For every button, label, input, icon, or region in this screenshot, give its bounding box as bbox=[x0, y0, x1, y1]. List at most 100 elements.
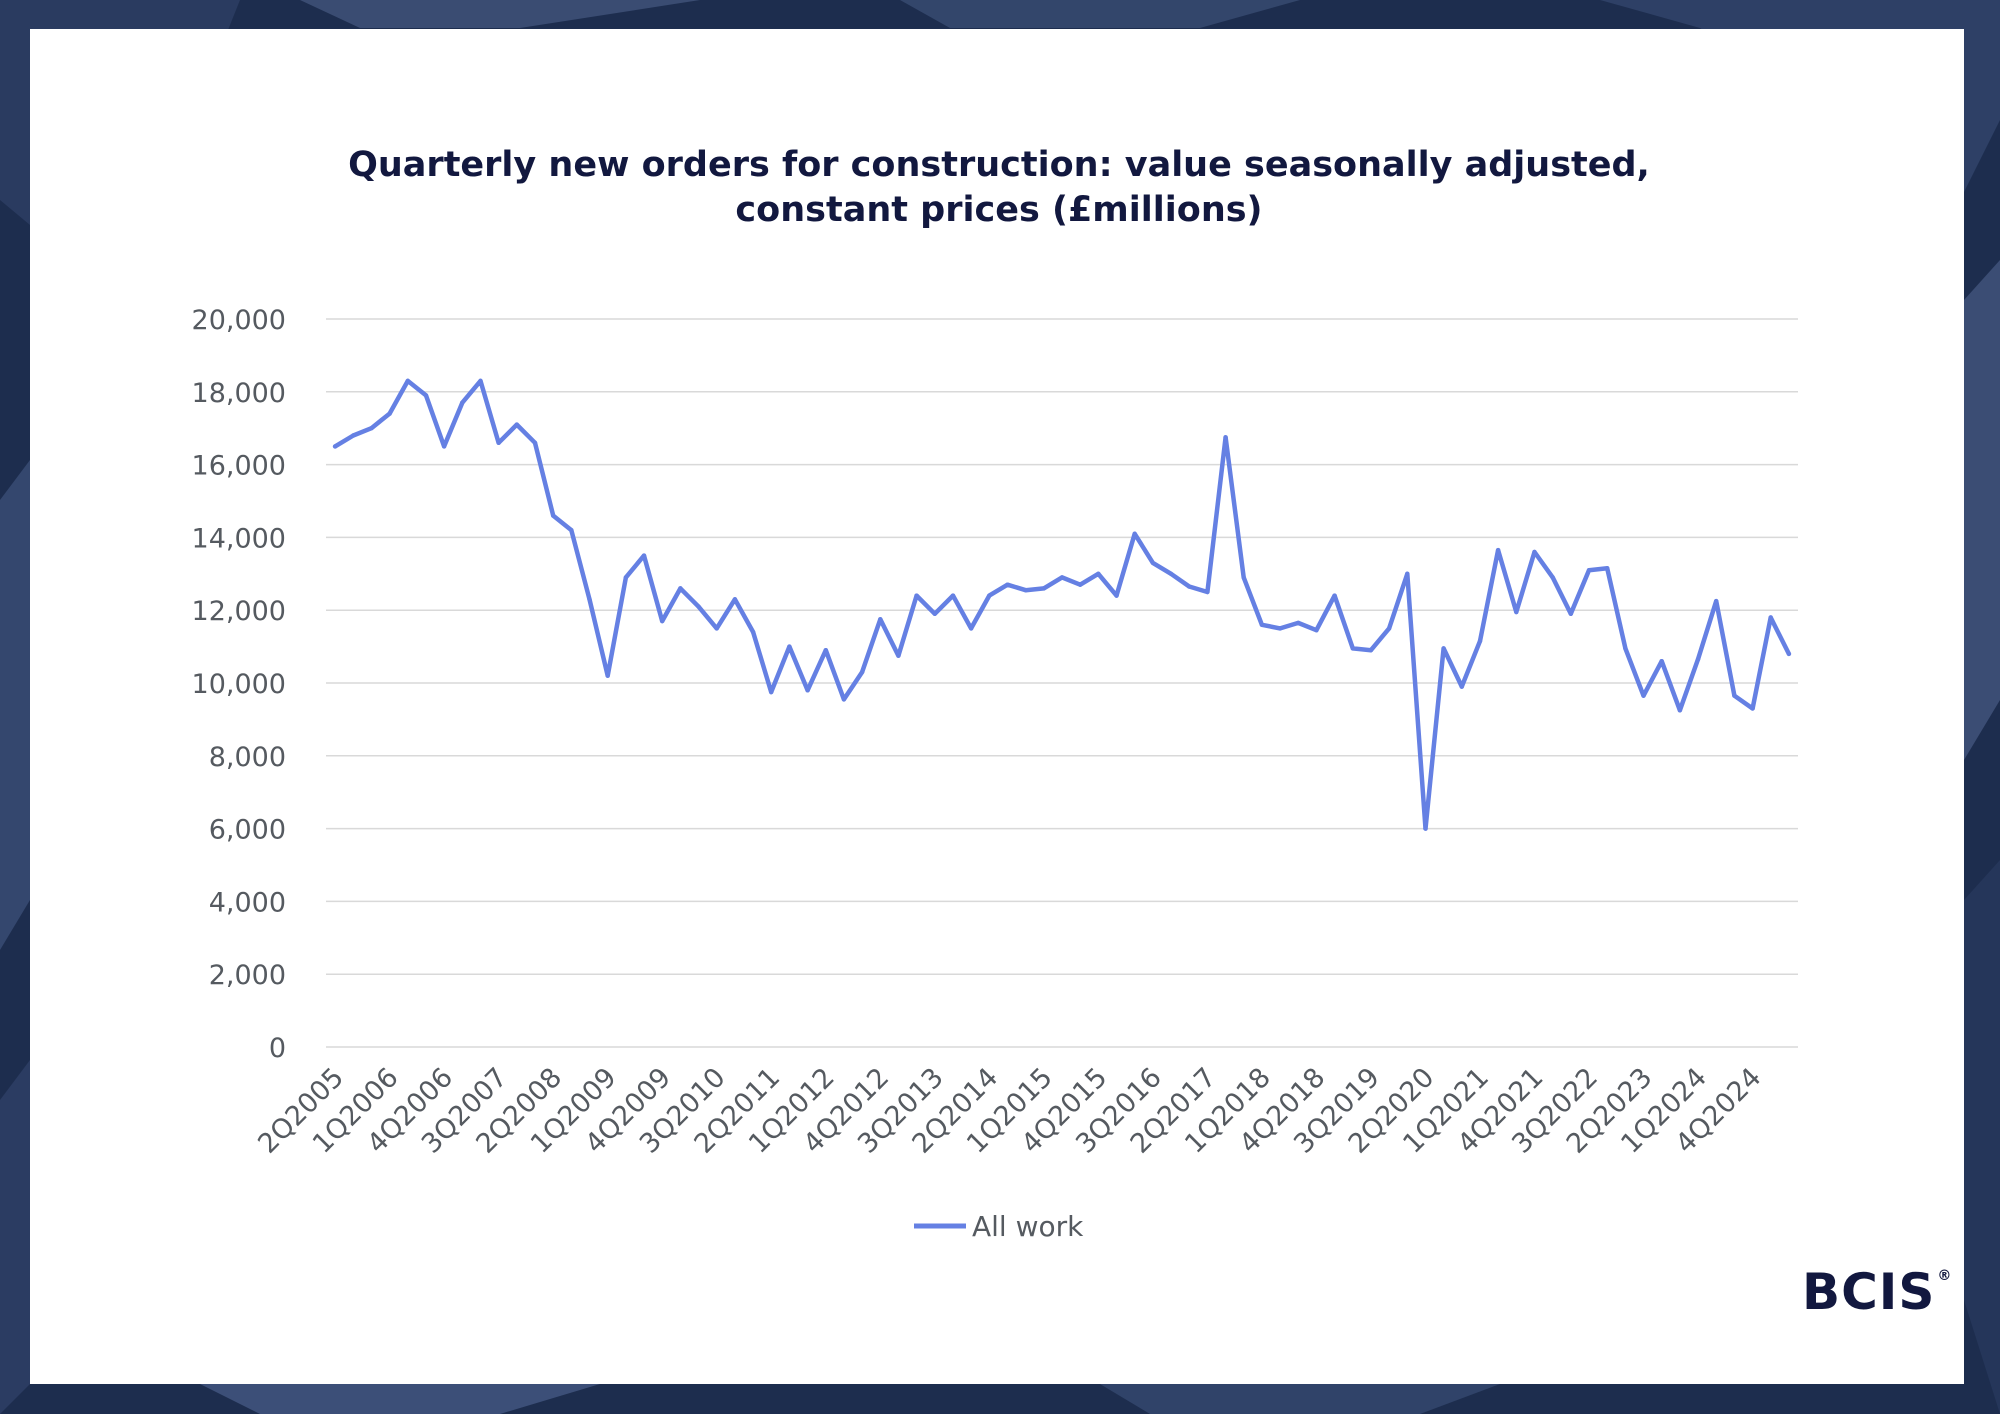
data-point-2Q2018 bbox=[1277, 626, 1283, 631]
y-axis-tick-labels: 0 2,000 4,000 6,000 8,000 10,000 12,000 14,000 1… bbox=[192, 305, 286, 1064]
data-point-2Q2017 bbox=[1205, 589, 1210, 595]
data-point-4Q2013 bbox=[950, 593, 956, 598]
y-tick-label: 2,000 bbox=[209, 960, 286, 991]
data-point-3Q2011 bbox=[787, 644, 792, 649]
data-point-2Q2023 bbox=[1641, 693, 1646, 698]
legend: All work bbox=[914, 1210, 1084, 1243]
data-point-4Q2007 bbox=[514, 422, 520, 427]
chart-title-line-1: Quarterly new orders for construction: v… bbox=[348, 145, 1650, 185]
data-point-2Q2006 bbox=[405, 378, 410, 384]
data-point-4Q2019 bbox=[1386, 626, 1392, 631]
data-point-2Q2021 bbox=[1495, 547, 1501, 553]
data-point-4Q2014 bbox=[1023, 587, 1028, 593]
data-point-3Q2022 bbox=[1586, 567, 1592, 573]
data-point-3Q2013 bbox=[932, 611, 937, 617]
data-point-4Q2012 bbox=[878, 617, 883, 622]
data-point-1Q2007 bbox=[460, 400, 465, 405]
data-point-3Q2014 bbox=[1005, 582, 1010, 587]
data-point-3Q2023 bbox=[1659, 658, 1664, 664]
data-point-4Q2023 bbox=[1677, 708, 1683, 713]
y-tick-label: 10,000 bbox=[192, 669, 286, 700]
data-point-3Q2020 bbox=[1441, 646, 1446, 651]
data-point-3Q2019 bbox=[1368, 648, 1374, 653]
data-point-2Q2019 bbox=[1350, 646, 1355, 651]
data-point-1Q2017 bbox=[1187, 584, 1192, 589]
data-point-3Q2012 bbox=[859, 669, 865, 675]
data-point-2Q2011 bbox=[769, 689, 774, 695]
data-point-4Q2009 bbox=[659, 618, 665, 624]
data-point-1Q2022 bbox=[1550, 575, 1555, 580]
data-point-3Q2007 bbox=[496, 440, 501, 445]
data-point-2Q2020 bbox=[1423, 826, 1428, 831]
data-point-4Q2016 bbox=[1168, 571, 1174, 576]
data-point-2Q2013 bbox=[914, 593, 919, 598]
data-point-4Q2005 bbox=[369, 426, 374, 431]
data-point-3Q2009 bbox=[641, 553, 647, 558]
data-point-2Q2014 bbox=[987, 593, 992, 598]
data-point-2Q2016 bbox=[1132, 531, 1137, 536]
data-point-2Q2010 bbox=[696, 604, 701, 609]
data-point-3Q2006 bbox=[423, 393, 429, 398]
data-point-1Q2019 bbox=[1332, 593, 1337, 598]
data-point-3Q2017 bbox=[1223, 435, 1228, 440]
data-point-1Q2010 bbox=[678, 586, 683, 591]
data-point-1Q2014 bbox=[968, 626, 974, 631]
data-point-1Q2023 bbox=[1623, 646, 1628, 651]
data-point-4Q2010 bbox=[732, 597, 738, 602]
data-point-1Q2009 bbox=[605, 673, 610, 678]
data-point-2Q2009 bbox=[623, 575, 629, 580]
data-point-1Q2013 bbox=[896, 653, 901, 658]
data-point-4Q2020 bbox=[1459, 684, 1465, 689]
data-point-2Q2007 bbox=[478, 378, 483, 384]
data-points bbox=[332, 378, 1792, 831]
x-axis-tick-labels: 2Q20051Q20064Q20063Q20072Q20081Q20094Q20… bbox=[252, 1062, 1767, 1160]
data-point-2Q2025 bbox=[1786, 651, 1792, 657]
data-point-4Q2011 bbox=[805, 688, 810, 693]
data-point-3Q2024 bbox=[1732, 693, 1737, 698]
data-point-1Q2006 bbox=[387, 411, 392, 416]
data-point-2Q2008 bbox=[550, 513, 556, 518]
data-point-4Q2008 bbox=[587, 597, 592, 602]
data-point-2Q2024 bbox=[1714, 598, 1719, 604]
data-point-2Q2022 bbox=[1568, 611, 1574, 617]
data-point-4Q2021 bbox=[1532, 549, 1537, 555]
data-point-1Q2021 bbox=[1477, 638, 1483, 644]
y-tick-label: 18,000 bbox=[192, 378, 286, 409]
y-tick-label: 16,000 bbox=[192, 451, 286, 482]
data-point-4Q2017 bbox=[1241, 575, 1246, 580]
gridlines bbox=[326, 318, 1798, 1048]
data-point-3Q2015 bbox=[1077, 582, 1083, 587]
data-point-2Q2005 bbox=[332, 444, 338, 449]
y-tick-label: 12,000 bbox=[192, 596, 286, 627]
y-tick-label: 14,000 bbox=[192, 523, 286, 554]
data-point-1Q2015 bbox=[1041, 586, 1047, 591]
y-tick-label: 6,000 bbox=[209, 815, 286, 846]
data-point-3Q2021 bbox=[1514, 609, 1519, 615]
legend-label-all-work: All work bbox=[972, 1210, 1084, 1243]
y-tick-label: 4,000 bbox=[209, 887, 286, 918]
data-point-4Q2018 bbox=[1314, 628, 1319, 633]
chart-card: Quarterly new orders for construction: v… bbox=[30, 29, 1964, 1384]
data-point-1Q2016 bbox=[1114, 593, 1119, 598]
y-tick-label: 20,000 bbox=[192, 305, 286, 336]
data-point-4Q2024 bbox=[1750, 706, 1755, 711]
y-tick-label: 0 bbox=[269, 1033, 286, 1064]
data-point-1Q2025 bbox=[1768, 615, 1773, 620]
data-point-4Q2006 bbox=[441, 444, 447, 449]
data-point-4Q2015 bbox=[1096, 571, 1101, 576]
data-point-3Q2016 bbox=[1150, 560, 1156, 566]
bcis-logo: BCIS ® bbox=[1802, 1263, 1953, 1321]
data-point-3Q2010 bbox=[714, 626, 719, 631]
data-point-2Q2012 bbox=[841, 697, 847, 702]
chart-title-line-2: constant prices (£millions) bbox=[735, 190, 1262, 230]
data-point-1Q2020 bbox=[1405, 571, 1410, 576]
data-point-1Q2012 bbox=[823, 648, 828, 653]
data-point-2Q2015 bbox=[1059, 575, 1065, 580]
data-point-3Q2018 bbox=[1296, 620, 1301, 626]
series-line-all-work bbox=[332, 378, 1792, 831]
data-point-3Q2008 bbox=[569, 527, 574, 533]
data-point-4Q2022 bbox=[1604, 566, 1610, 571]
line-chart: Quarterly new orders for construction: v… bbox=[192, 145, 1798, 1243]
data-point-1Q2018 bbox=[1259, 622, 1265, 627]
data-point-1Q2024 bbox=[1695, 657, 1701, 662]
